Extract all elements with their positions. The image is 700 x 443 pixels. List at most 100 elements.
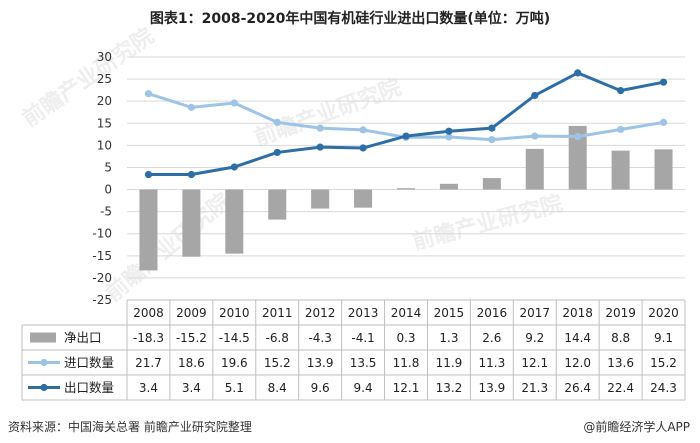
data-label: 0.3 bbox=[396, 331, 415, 345]
data-label: 15.2 bbox=[650, 356, 677, 370]
bar bbox=[139, 189, 158, 271]
data-label: 24.3 bbox=[650, 381, 677, 395]
data-label: 13.9 bbox=[307, 356, 334, 370]
x-tick-label: 2013 bbox=[348, 306, 379, 320]
legend-key-bar bbox=[30, 332, 56, 343]
data-label: 2.6 bbox=[482, 331, 501, 345]
bar bbox=[268, 189, 287, 220]
data-point bbox=[230, 99, 238, 107]
y-tick-label: -20 bbox=[92, 271, 112, 285]
x-tick-label: 2011 bbox=[262, 306, 293, 320]
y-tick-label: -10 bbox=[92, 227, 112, 241]
bar bbox=[654, 149, 673, 190]
bar bbox=[396, 188, 416, 190]
data-label: 12.1 bbox=[393, 381, 420, 395]
data-point bbox=[230, 163, 238, 171]
data-label: 5.1 bbox=[225, 381, 244, 395]
data-label: 21.3 bbox=[521, 381, 548, 395]
x-tick-label: 2015 bbox=[434, 306, 465, 320]
data-point bbox=[402, 132, 410, 140]
data-point bbox=[531, 91, 539, 100]
legend-key-marker bbox=[40, 383, 48, 392]
data-point bbox=[316, 143, 324, 151]
y-tick-label: -15 bbox=[92, 249, 112, 263]
bar bbox=[611, 150, 630, 190]
data-label: 12.0 bbox=[564, 356, 591, 370]
data-point bbox=[359, 144, 367, 152]
x-tick-label: 2020 bbox=[648, 306, 679, 320]
data-label: 12.1 bbox=[521, 356, 548, 370]
x-tick-label: 2014 bbox=[391, 306, 422, 320]
y-tick-label: -5 bbox=[100, 205, 112, 219]
bar bbox=[525, 148, 544, 190]
data-label: 14.4 bbox=[564, 331, 591, 345]
data-label: 13.9 bbox=[478, 381, 505, 395]
x-tick-label: 2009 bbox=[176, 306, 207, 320]
data-label: 3.4 bbox=[182, 381, 201, 395]
data-point bbox=[574, 69, 582, 77]
data-point bbox=[273, 148, 281, 157]
data-label: 22.4 bbox=[607, 381, 634, 395]
data-label: 13.2 bbox=[436, 381, 463, 395]
y-tick-label: 20 bbox=[97, 94, 112, 108]
gridlines bbox=[127, 56, 685, 301]
data-label: 1.3 bbox=[439, 331, 458, 345]
data-label: 9.4 bbox=[354, 381, 373, 395]
y-tick-label: 10 bbox=[97, 138, 112, 152]
data-label: 11.8 bbox=[393, 356, 420, 370]
data-label: 11.9 bbox=[436, 356, 463, 370]
legend-key-marker bbox=[40, 358, 48, 367]
data-label: -15.2 bbox=[176, 331, 207, 345]
data-label: 9.6 bbox=[311, 381, 330, 395]
data-label: 9.1 bbox=[654, 331, 673, 345]
data-label: 13.5 bbox=[350, 356, 377, 370]
data-point bbox=[359, 126, 367, 134]
legend-label: 出口数量 bbox=[64, 380, 114, 395]
x-tick-label: 2018 bbox=[562, 306, 593, 320]
x-tick-label: 2017 bbox=[519, 306, 550, 320]
y-axis: 30 25 20 15 10 5 0 -5 -10 -15 -20 -25 bbox=[92, 50, 112, 307]
y-tick-label: 5 bbox=[104, 160, 112, 174]
data-point bbox=[445, 133, 453, 141]
data-label: 26.4 bbox=[564, 381, 591, 395]
data-point bbox=[574, 132, 582, 141]
data-point bbox=[531, 132, 539, 140]
data-label: 8.8 bbox=[611, 331, 630, 345]
data-point bbox=[659, 78, 668, 86]
data-point bbox=[316, 124, 324, 132]
data-point bbox=[659, 118, 668, 126]
data-label: -4.1 bbox=[351, 331, 374, 345]
y-tick-label: 30 bbox=[97, 50, 112, 64]
data-label: 15.2 bbox=[264, 356, 291, 370]
data-point bbox=[617, 86, 625, 95]
y-tick-label: -25 bbox=[92, 293, 112, 307]
y-tick-label: 25 bbox=[97, 72, 112, 86]
x-tick-label: 2010 bbox=[219, 306, 250, 320]
bar bbox=[482, 178, 501, 190]
data-point bbox=[617, 125, 625, 134]
x-tick-label: 2019 bbox=[605, 306, 636, 320]
data-label: 9.2 bbox=[525, 331, 544, 345]
bar bbox=[568, 125, 587, 190]
bar bbox=[311, 189, 330, 209]
bar bbox=[182, 189, 201, 257]
y-tick-label: 15 bbox=[97, 116, 112, 130]
data-point bbox=[187, 170, 195, 179]
data-point bbox=[273, 118, 281, 126]
data-point bbox=[144, 170, 153, 179]
data-label: 3.4 bbox=[139, 381, 158, 395]
x-tick-label: 2012 bbox=[305, 306, 336, 320]
line-series bbox=[144, 69, 668, 179]
data-point bbox=[187, 103, 195, 111]
data-label: -6.8 bbox=[266, 331, 289, 345]
data-point bbox=[488, 136, 496, 144]
x-tick-label: 2016 bbox=[477, 306, 508, 320]
data-label: 13.6 bbox=[607, 356, 634, 370]
brand-note: @前瞻经济学人APP bbox=[583, 420, 690, 434]
data-label: -18.3 bbox=[133, 331, 164, 345]
data-label: -4.3 bbox=[308, 331, 331, 345]
data-label: -14.5 bbox=[219, 331, 250, 345]
data-point bbox=[445, 127, 453, 135]
y-tick-label: 0 bbox=[104, 183, 112, 197]
